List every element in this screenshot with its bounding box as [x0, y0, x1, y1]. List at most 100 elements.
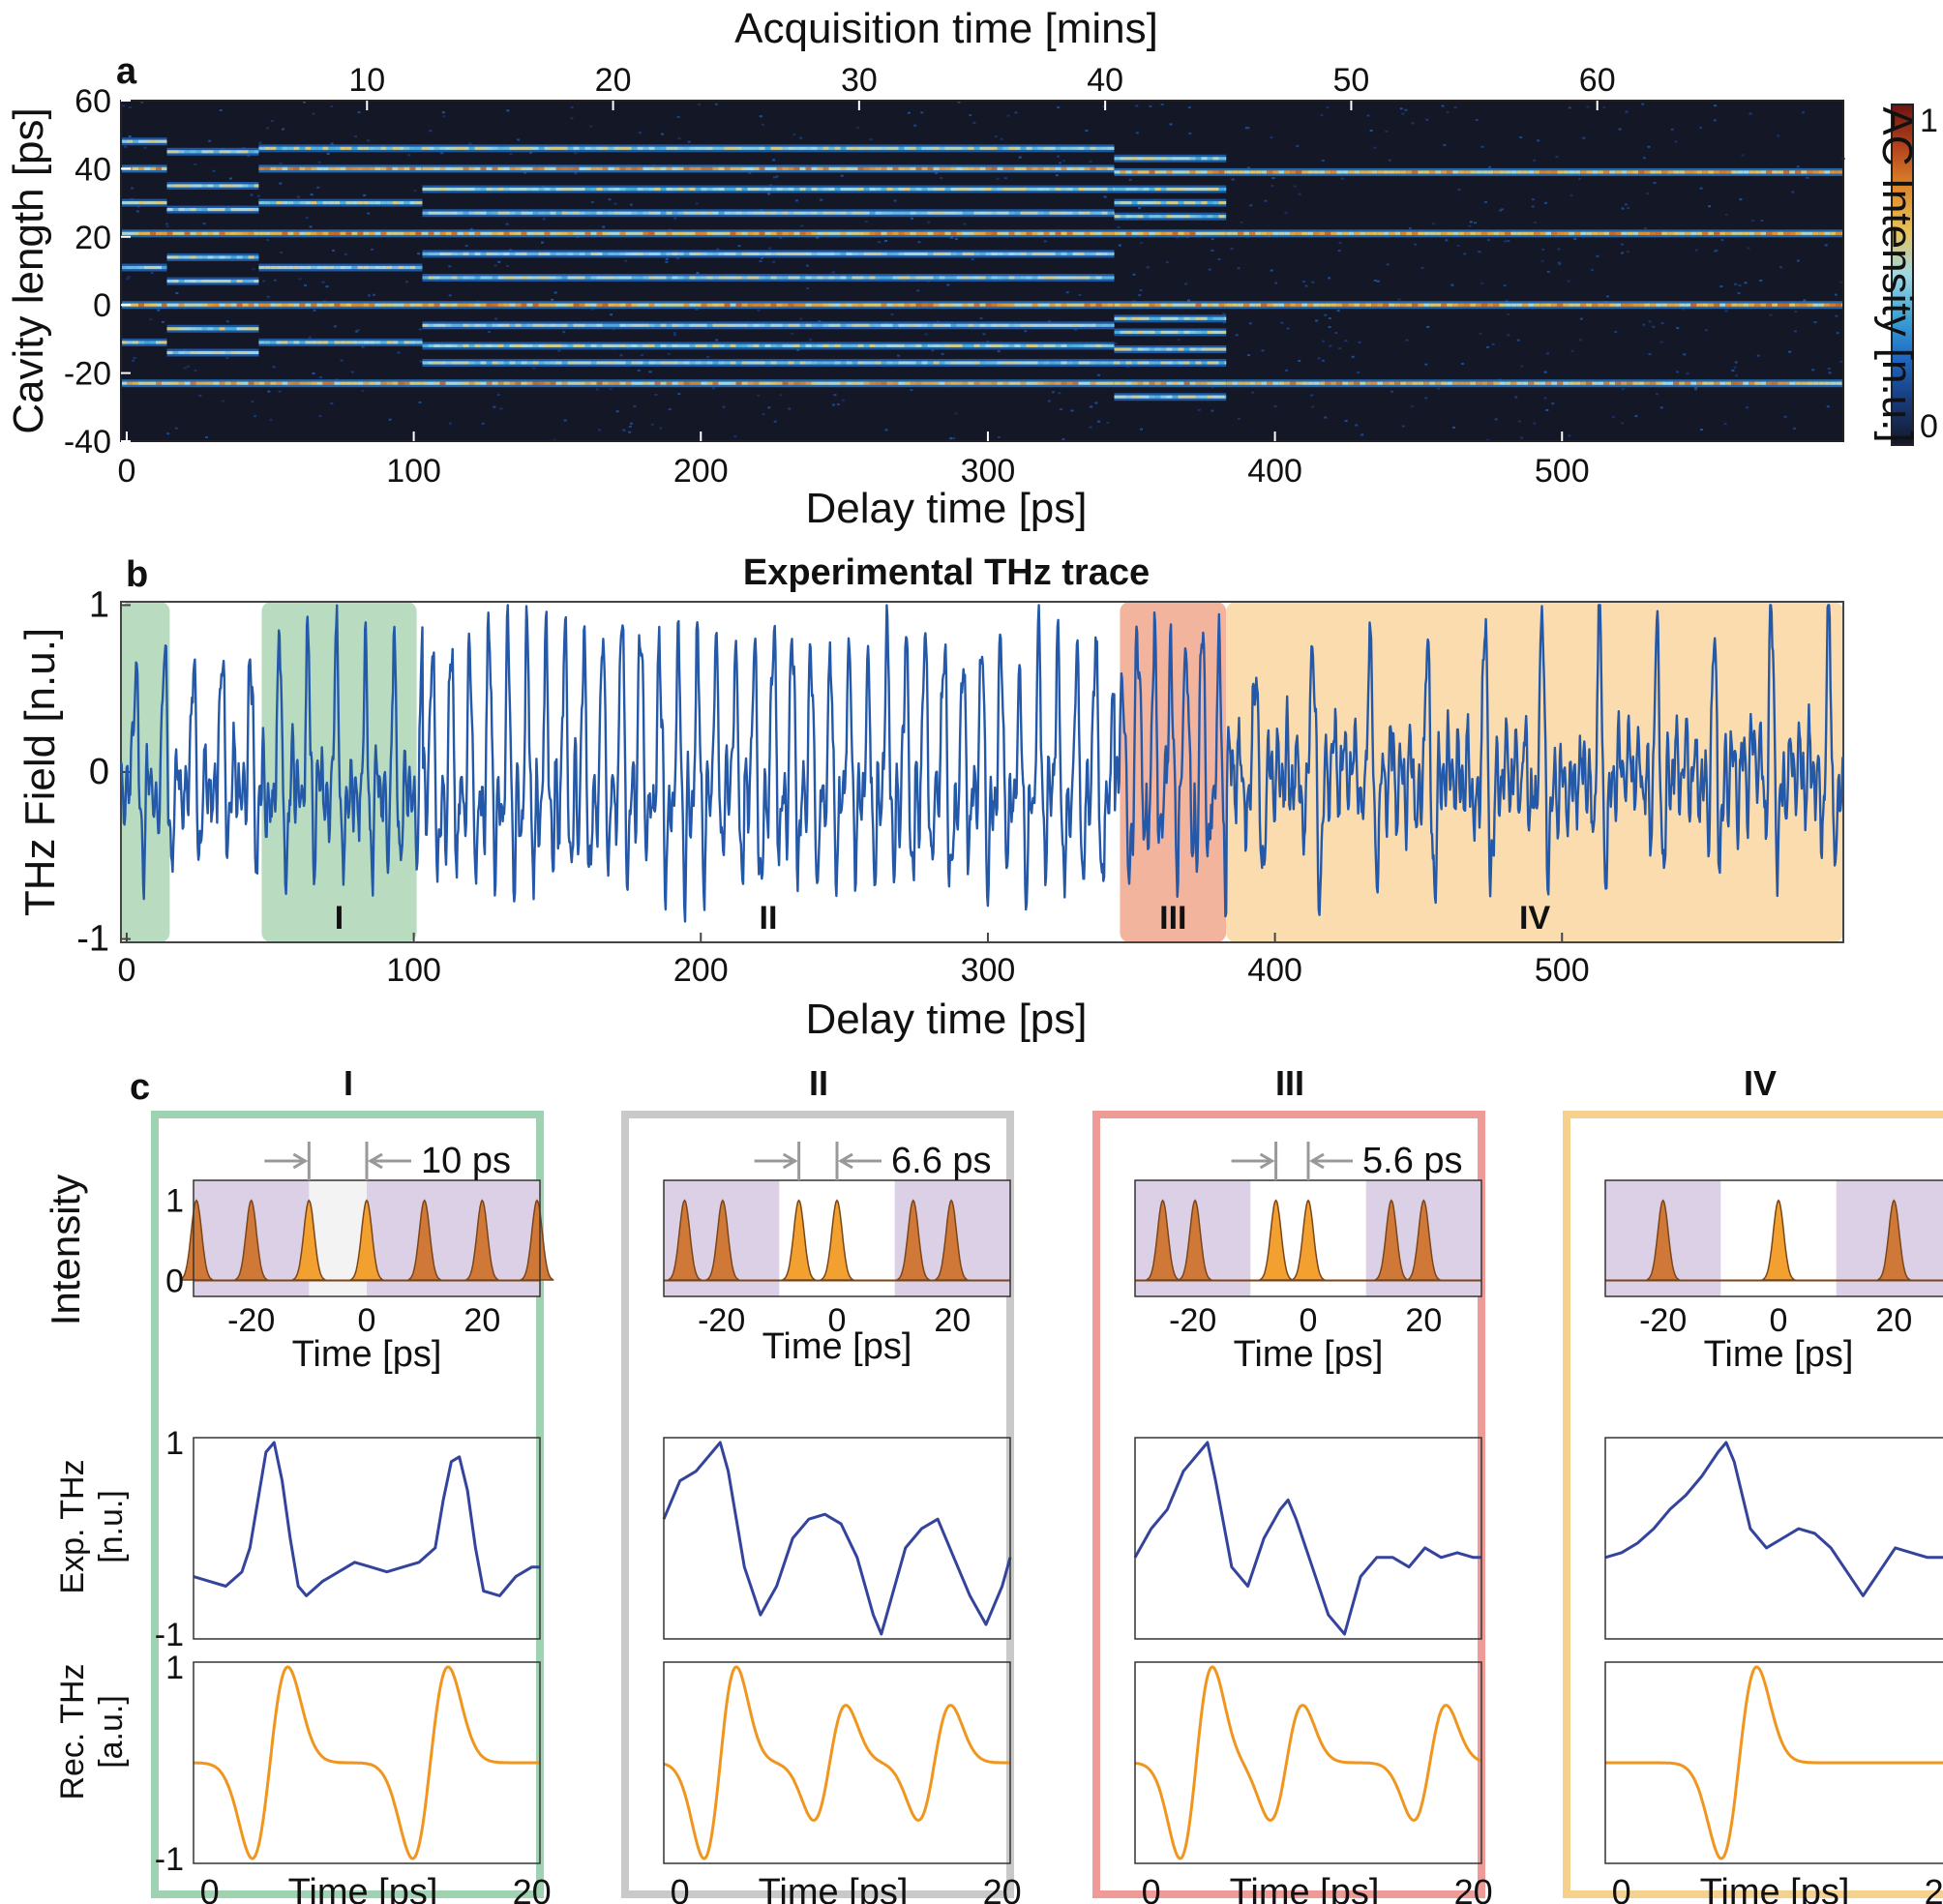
heatmap-noise — [665, 260, 669, 263]
heatmap-noise — [1474, 222, 1477, 224]
heatmap-noise — [1401, 425, 1405, 428]
heatmap-noise — [1713, 119, 1717, 122]
heatmap-noise — [448, 265, 452, 268]
heatmap-noise — [950, 236, 953, 239]
heatmap-noise — [318, 415, 322, 417]
y-tick-label: -40 — [64, 424, 111, 461]
spacing-arrow-left — [1231, 1152, 1275, 1170]
heatmap-noise — [1557, 248, 1561, 251]
heatmap-noise — [258, 141, 262, 144]
heatmap-noise — [969, 114, 972, 116]
heatmap-noise — [1360, 433, 1364, 436]
heatmap-noise — [1648, 320, 1652, 323]
heatmap-noise — [1103, 195, 1107, 198]
heatmap-noise — [799, 136, 803, 139]
heatmap-noise — [1211, 409, 1214, 412]
heatmap-noise — [1806, 176, 1809, 179]
heatmap-noise — [1057, 106, 1061, 108]
heatmap-noise — [1024, 330, 1028, 333]
autocorrelation-band — [1114, 379, 1227, 388]
heatmap-noise — [1478, 251, 1481, 253]
heatmap-noise — [609, 388, 613, 391]
heatmap-noise — [1388, 159, 1391, 162]
panel-b-title: Experimental THz trace — [743, 552, 1150, 593]
autocorrelation-band — [422, 250, 1115, 258]
heatmap-noise — [225, 320, 229, 323]
heatmap-noise — [1160, 104, 1164, 105]
heatmap-noise — [449, 422, 452, 425]
colorbar — [1891, 104, 1914, 446]
exp-thz-line — [1604, 1441, 1943, 1597]
heatmap-noise — [468, 142, 472, 145]
heatmap-noise — [661, 133, 665, 135]
autocorrelation-band — [422, 185, 1115, 193]
heatmap-noise — [1304, 284, 1308, 287]
heatmap-noise — [1811, 369, 1815, 372]
heatmap-noise — [557, 349, 561, 352]
heatmap-noise — [1453, 105, 1457, 108]
rec-x-tick-label: 0 — [200, 1872, 220, 1904]
heatmap-noise — [1719, 285, 1723, 288]
heatmap-noise — [1737, 292, 1741, 295]
heatmap-noise — [779, 394, 783, 397]
heatmap-noise — [1835, 314, 1838, 317]
heatmap-noise — [1546, 270, 1550, 273]
heatmap-noise — [1694, 388, 1697, 391]
heatmap-noise — [1621, 243, 1624, 246]
heatmap-noise — [133, 357, 136, 360]
heatmap-noise — [1813, 321, 1817, 324]
heatmap-noise — [640, 354, 643, 356]
heatmap-noise — [1573, 238, 1577, 241]
heatmap-noise — [1520, 436, 1524, 439]
heatmap-noise — [1405, 339, 1409, 342]
heatmap-noise — [907, 111, 911, 114]
heatmap-noise — [149, 318, 153, 321]
intensity-xlabel: Time [ps] — [1234, 1334, 1384, 1375]
heatmap-noise — [1507, 313, 1510, 315]
heatmap-noise — [920, 111, 924, 114]
heatmap-noise — [1251, 391, 1255, 394]
heatmap-noise — [1298, 360, 1301, 362]
heatmap-noise — [273, 279, 277, 282]
heatmap-noise — [590, 200, 594, 203]
heatmap-noise — [1074, 328, 1078, 331]
heatmap-noise — [757, 394, 761, 397]
heatmap-noise — [869, 138, 873, 141]
heatmap-noise — [1217, 257, 1221, 260]
heatmap-noise — [124, 145, 128, 148]
intensity-pulse — [1178, 1199, 1212, 1281]
heatmap-noise — [266, 239, 270, 241]
heatmap-noise — [615, 410, 619, 413]
heatmap-noise — [1626, 251, 1629, 253]
heatmap-noise — [1090, 405, 1093, 408]
x-tick-label: 200 — [673, 453, 729, 490]
heatmap-noise — [637, 369, 641, 372]
heatmap-noise — [1741, 154, 1745, 157]
region-label: II — [760, 900, 778, 937]
heatmap-noise — [957, 101, 961, 104]
intensity-x-tick-label: -20 — [698, 1302, 745, 1339]
heatmap-noise — [222, 400, 225, 402]
y-tick-label: -1 — [76, 919, 109, 960]
heatmap-noise — [1647, 145, 1651, 148]
heatmap-noise — [1621, 207, 1625, 210]
heatmap-noise — [562, 331, 566, 334]
heatmap-noise — [639, 132, 642, 134]
heatmap-noise — [667, 352, 671, 355]
heatmap-noise — [1211, 249, 1214, 252]
heatmap-noise — [305, 217, 309, 220]
heatmap-noise — [1715, 249, 1719, 252]
heatmap-noise — [574, 152, 578, 155]
heatmap-noise — [1699, 127, 1703, 129]
heatmap-noise — [799, 317, 803, 320]
heatmap-noise — [1431, 223, 1435, 225]
heatmap-noise — [1660, 322, 1664, 325]
heatmap-noise — [1355, 424, 1359, 427]
intensity-ylabel: Intensity — [43, 1175, 88, 1325]
heatmap-noise — [714, 103, 718, 105]
heatmap-noise — [219, 109, 223, 112]
intensity-pulse — [820, 1199, 854, 1281]
heatmap-noise — [1591, 269, 1594, 272]
heatmap-noise — [1018, 156, 1022, 159]
heatmap-noise — [1836, 332, 1839, 335]
